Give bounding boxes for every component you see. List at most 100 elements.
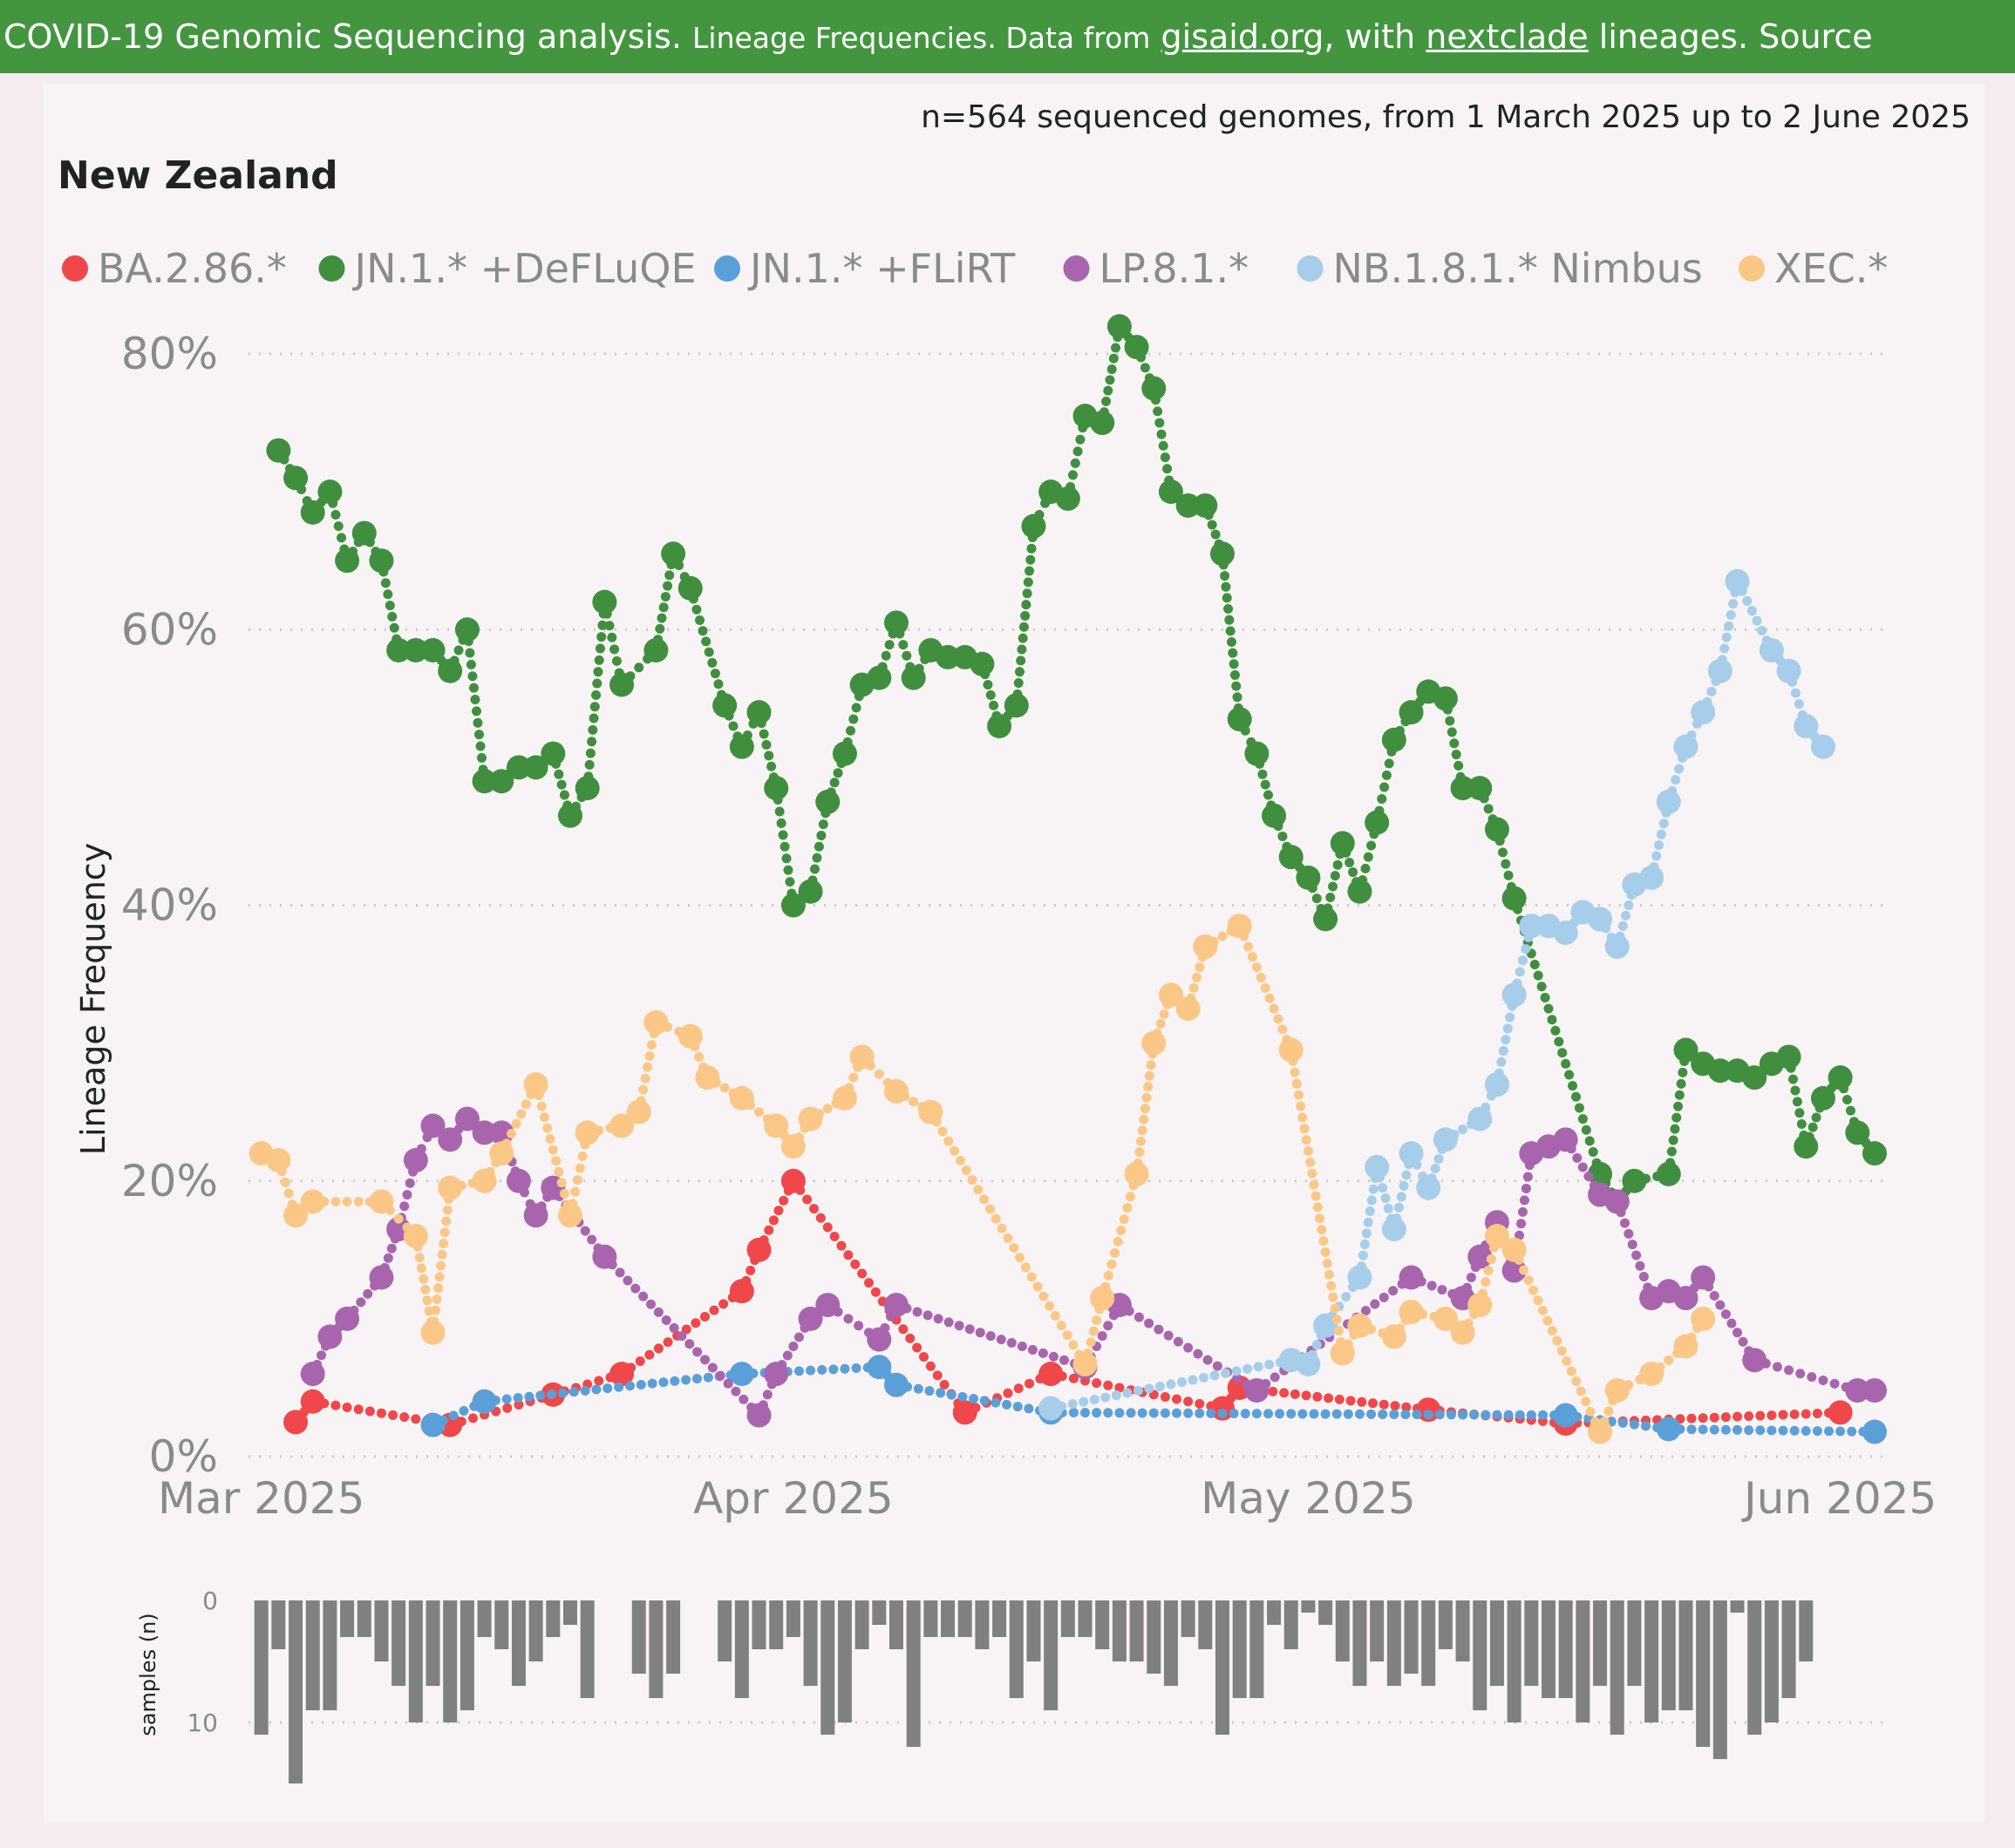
series-link-dot [1401, 1402, 1412, 1412]
series-link-dot [1199, 1372, 1209, 1383]
series-link-dot [353, 1404, 364, 1415]
data-point [712, 693, 738, 718]
series-link-dot [1092, 1315, 1102, 1325]
series-link-dot [1232, 1373, 1242, 1383]
series-link-dot [1515, 1230, 1525, 1240]
series-XEC [248, 914, 1716, 1444]
series-link-dot [587, 1234, 597, 1245]
data-point [661, 541, 686, 567]
series-link-dot [1556, 1346, 1567, 1356]
data-point [1055, 486, 1080, 512]
data-point [523, 1203, 548, 1228]
series-link-dot [1144, 1318, 1154, 1328]
series-link-dot [1002, 1399, 1012, 1410]
series-link-dot [1148, 1408, 1159, 1418]
series-link-dot [1503, 870, 1514, 880]
data-point [1450, 1320, 1475, 1345]
series-link-dot [1526, 1410, 1536, 1420]
series-link-dot [1013, 1383, 1024, 1394]
series-link-dot [1067, 1399, 1078, 1410]
samples-bar [734, 1600, 749, 1698]
series-link-dot [1106, 364, 1117, 375]
series-link-dot [1674, 1090, 1685, 1100]
series-link-dot [380, 578, 391, 588]
series-link-dot [764, 1225, 774, 1235]
series-link-dot [568, 1387, 579, 1397]
nextclade-link[interactable]: nextclade [1426, 17, 1589, 56]
series-link-dot [1426, 1281, 1437, 1291]
data-point [884, 1293, 909, 1318]
series-link-dot [1068, 1340, 1079, 1350]
series-link-dot [669, 1323, 679, 1334]
data-point [1639, 1362, 1664, 1387]
series-link-dot [1788, 1074, 1798, 1084]
series-link-dot [584, 759, 595, 770]
samples-bar [1009, 1600, 1024, 1698]
series-link-dot [1154, 1324, 1164, 1335]
series-link-dot [399, 1201, 410, 1212]
series-link-dot [975, 1328, 985, 1338]
data-point [523, 755, 548, 780]
series-link-dot [1221, 581, 1231, 592]
series-link-dot [1088, 1326, 1099, 1336]
series-link-dot [781, 853, 792, 864]
series-link-dot [658, 602, 669, 613]
series-link-dot [1106, 1259, 1117, 1269]
series-link-dot [389, 622, 399, 633]
series-link-dot [985, 1204, 996, 1214]
series-link-dot [1795, 1369, 1806, 1379]
series-link-dot [850, 1259, 861, 1269]
series-link-dot [1641, 1421, 1651, 1431]
series-link-dot [1311, 893, 1322, 904]
series-link-dot [851, 703, 861, 713]
series-link-dot [1154, 418, 1165, 428]
series-link-dot [1050, 1310, 1060, 1321]
series-link-dot [1309, 1179, 1319, 1190]
data-point [1365, 810, 1390, 835]
data-point [987, 713, 1012, 738]
series-link-dot [1183, 1396, 1194, 1407]
data-point [541, 741, 566, 766]
series-link-dot [1686, 1413, 1697, 1423]
series-link-dot [905, 1333, 916, 1343]
series-link-dot [1100, 1392, 1111, 1403]
x-tick-labels: Mar 2025 Apr 2025 May 2025 Jun 2025 [158, 1473, 1937, 1524]
gisaid-link[interactable]: gisaid.org [1161, 17, 1324, 56]
data-point [317, 479, 343, 505]
series-link-dot [1092, 1408, 1102, 1418]
data-point [369, 1265, 394, 1290]
data-point [1828, 1400, 1853, 1425]
series-link-dot [1209, 1370, 1220, 1381]
series-link-dot [402, 1190, 412, 1200]
series-link-dot [851, 1363, 861, 1374]
series-link-dot [1153, 406, 1163, 417]
series-link-dot [967, 1175, 977, 1186]
samples-axis-label: samples (n) [136, 1613, 160, 1736]
series-link-dot [1483, 804, 1494, 814]
series-link-dot [513, 1393, 523, 1403]
series-link-dot [353, 1196, 364, 1206]
series-link-dot [898, 640, 909, 650]
series-link-dot [703, 1372, 713, 1383]
series-link-dot [691, 604, 702, 615]
series-link-dot [723, 1378, 733, 1389]
series-link-dot [1674, 764, 1685, 774]
data-point [1484, 817, 1509, 842]
series-link-dot [1583, 1171, 1594, 1181]
series-link-dot [1330, 1303, 1340, 1314]
series-link-dot [1423, 1410, 1433, 1420]
series-link-dot [829, 1232, 840, 1242]
series-link-dot [829, 778, 840, 788]
data-point [1262, 803, 1287, 828]
series-link-dot [802, 1194, 813, 1205]
samples-bar [1386, 1600, 1401, 1686]
samples-bar [357, 1600, 371, 1637]
data-point [626, 1099, 651, 1124]
series-link-dot [909, 1097, 919, 1107]
series-link-dot [636, 1380, 646, 1389]
data-point [867, 665, 892, 690]
series-link-dot [979, 1396, 990, 1406]
data-point [1691, 1306, 1716, 1331]
series-link-dot [997, 1223, 1007, 1233]
data-point [729, 1362, 754, 1387]
